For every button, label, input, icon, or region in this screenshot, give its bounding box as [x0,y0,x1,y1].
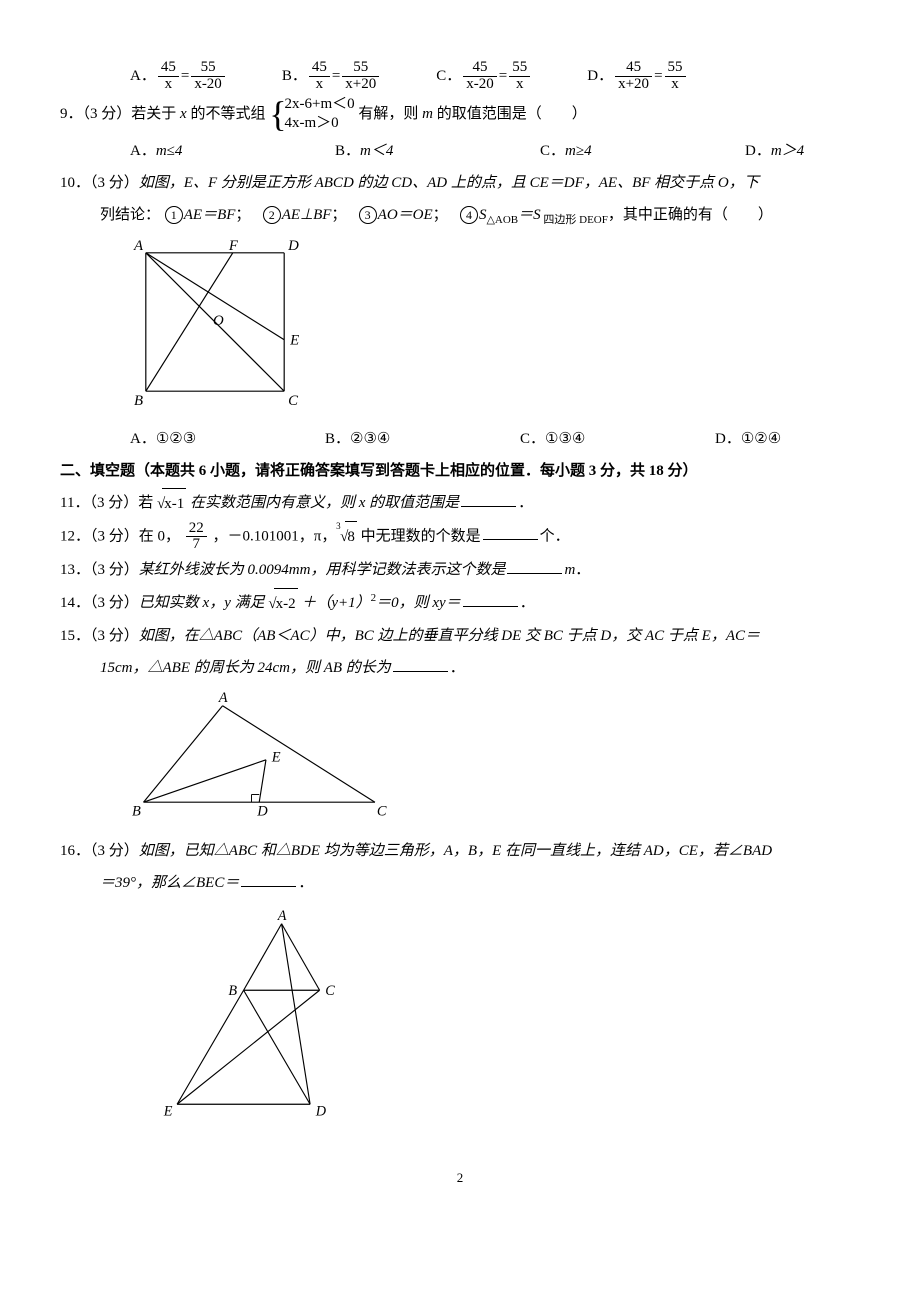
svg-text:C: C [288,393,299,407]
q16-figure: A B C D E [160,904,860,1135]
q8-options: A． 45x = 55x-20 B． 45x = 55x+20 C． 45x-2… [60,60,860,93]
q10-opt-A: A．①②③ [130,424,270,454]
svg-text:B: B [228,983,237,999]
q13: 13．（3 分）某红外线波长为 0.0094mm，用科学记数法表示这个数是m． [60,555,860,585]
svg-text:A: A [218,690,228,706]
q10-stem-line1: 10．（3 分）如图，E、F 分别是正方形 ABCD 的边 CD、AD 上的点，… [60,168,860,198]
q8-opt-B: B． 45x = 55x+20 [282,60,381,93]
svg-text:A: A [277,908,287,924]
q15-figure: A B C D E [130,689,860,830]
section2-heading: 二、填空题（本题共 6 小题，请将正确答案填写到答题卡上相应的位置．每小题 3 … [60,456,860,486]
q10-figure: A F D B C E O [130,237,860,418]
svg-text:D: D [287,237,299,253]
q9-options: A．m≤4 B．m＜4 C．m≥4 D．m＞4 [60,136,860,166]
q16-line2: ＝39°，那么∠BEC＝． [60,868,860,898]
svg-text:C: C [377,804,387,819]
q9-opt-A: A．m≤4 [130,136,280,166]
q14: 14．（3 分）已知实数 x，y 满足 x-2 ＋（y+1）2＝0，则 xy＝． [60,587,860,619]
svg-text:O: O [213,312,224,328]
q10-opt-D: D．①②④ [715,424,781,454]
svg-text:E: E [289,332,299,348]
q16-line1: 16．（3 分）如图，已知△ABC 和△BDE 均为等边三角形，A，B，E 在同… [60,836,860,866]
q10-opt-B: B．②③④ [325,424,465,454]
q8-opt-A: A． 45x = 55x-20 [130,60,227,93]
svg-text:D: D [256,804,268,819]
q12: 12．（3 分）在 0， 227 ，－0.101001，π， 38 中无理数的个… [60,521,860,554]
q8-opt-D: D． 45x+20 = 55x [587,60,687,93]
q8-opt-C: C． 45x-20 = 55x [436,60,532,93]
q9-opt-C: C．m≥4 [540,136,690,166]
svg-text:C: C [325,983,335,999]
svg-text:D: D [315,1104,327,1120]
svg-text:E: E [271,750,281,766]
svg-text:B: B [132,804,141,819]
q11: 11．（3 分）若 x-1 在实数范围内有意义，则 x 的取值范围是． [60,488,860,519]
q15-line2: 15cm，△ABE 的周长为 24cm，则 AB 的长为． [60,653,860,683]
q9-opt-B: B．m＜4 [335,136,485,166]
q15-line1: 15．（3 分）如图，在△ABC（AB＜AC）中，BC 边上的垂直平分线 DE … [60,621,860,651]
q10-options: A．①②③ B．②③④ C．①③④ D．①②④ [60,424,860,454]
svg-text:B: B [134,393,143,407]
page-number: 2 [60,1165,860,1191]
q10-stem-line2: 列结论： 1AE＝BF； 2AE⊥BF； 3AO＝OE； 4S△AOB＝S 四边… [60,200,860,231]
svg-text:E: E [163,1104,173,1120]
q9-opt-D: D．m＞4 [745,136,804,166]
q10-opt-C: C．①③④ [520,424,660,454]
svg-text:A: A [133,237,144,253]
q9-stem: 9．（3 分）若关于 x 的不等式组 {2x-6+m＜04x-m＞0 有解，则 … [60,95,860,134]
svg-text:F: F [228,237,239,253]
